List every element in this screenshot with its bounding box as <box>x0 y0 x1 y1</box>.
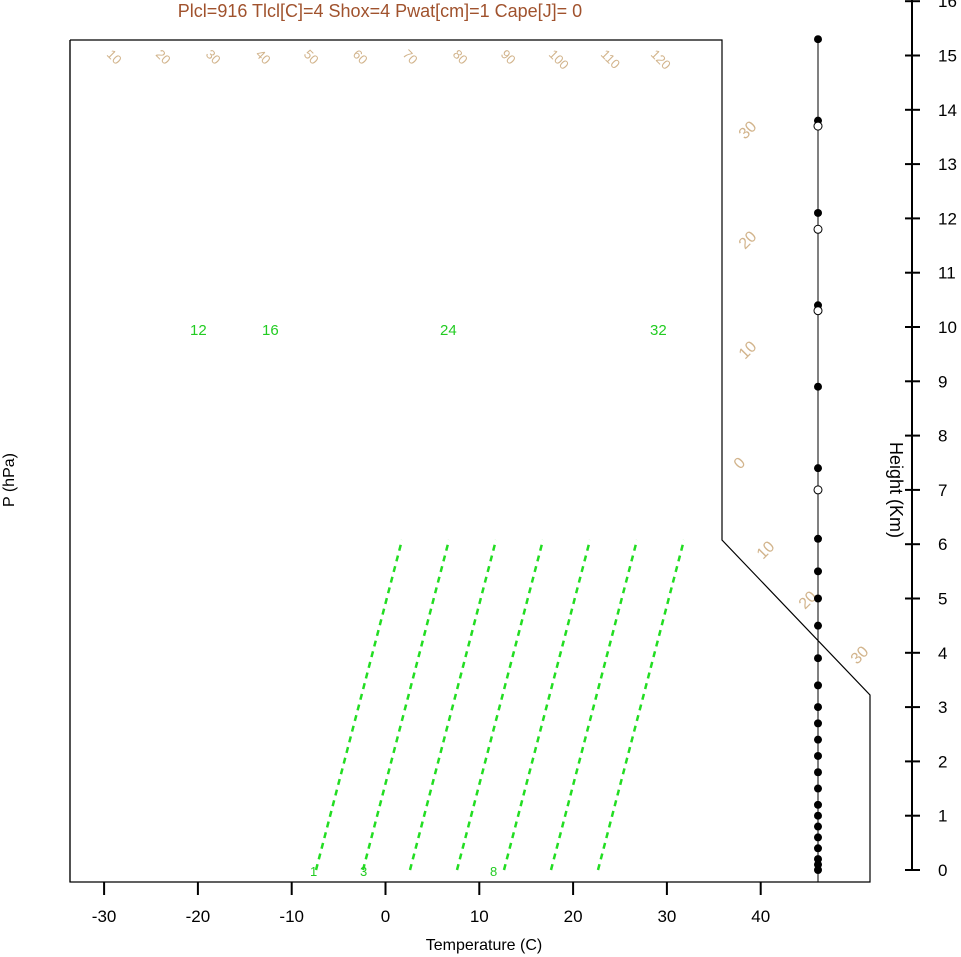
isotherm-label: 90 <box>498 47 519 68</box>
dry-adiabat-label: 10 <box>754 538 779 563</box>
y-axis-title: P (hPa) <box>1 453 18 507</box>
dry-adiabat-label: 20 <box>736 228 761 253</box>
dry-adiabat-label: 30 <box>848 643 873 668</box>
isotherm-label: 40 <box>253 47 274 68</box>
height-axis-title: Height (Km) <box>886 442 906 538</box>
dry-adiabat-label: 10 <box>736 338 761 363</box>
isotherm-label: 50 <box>301 47 322 68</box>
isotherm-label: 10 <box>104 47 125 68</box>
mixing-ratio-label: 1 <box>310 864 317 879</box>
isotherm-label: 20 <box>153 47 174 68</box>
x-tick-label: 40 <box>751 907 770 926</box>
height-dot <box>814 784 822 793</box>
height-tick-label: 5 <box>938 590 947 609</box>
height-tick-label: 12 <box>938 209 957 228</box>
height-tick-label: 15 <box>938 47 957 66</box>
mixing-ratio-line <box>314 539 404 871</box>
height-dot <box>814 751 822 760</box>
height-tick-label: 10 <box>938 318 957 337</box>
height-tick-label: 4 <box>938 644 947 663</box>
mixing-ratio-line <box>502 539 592 871</box>
height-dot <box>814 567 822 576</box>
mixing-ratio-label: 32 <box>650 322 667 339</box>
isotherm-label: 30 <box>203 47 224 68</box>
wind-barbs <box>813 35 823 882</box>
x-axis-title: Temperature (C) <box>426 937 542 954</box>
height-dot <box>814 594 822 603</box>
height-open-dot <box>813 121 823 131</box>
mixing-ratio-line <box>408 539 498 871</box>
height-dot <box>814 855 822 864</box>
x-tick-label: -10 <box>279 907 304 926</box>
height-dot <box>814 719 822 728</box>
grid-labels: 10 20 30 40 50 60 70 80 90 100 110 1203020100102030… <box>104 47 873 879</box>
axes: -30-20-100102030401001502002503004005007… <box>69 40 770 926</box>
height-dot <box>814 382 822 391</box>
x-tick-label: 30 <box>657 907 676 926</box>
height-dot <box>814 654 822 663</box>
height-tick-label: 6 <box>938 535 947 554</box>
x-tick-label: 0 <box>381 907 390 926</box>
height-dot <box>814 35 822 44</box>
mixing-ratio-label: 12 <box>190 322 207 339</box>
height-open-dot <box>813 306 823 316</box>
isotherm-label: 80 <box>450 47 471 68</box>
height-dot <box>814 208 822 217</box>
x-tick-label: -30 <box>92 907 117 926</box>
isotherm-label: 100 <box>546 47 572 73</box>
isotherm-label: 70 <box>400 47 421 68</box>
height-dot <box>814 811 822 820</box>
height-tick-label: 8 <box>938 427 947 446</box>
mixing-ratio-label: 16 <box>262 322 279 339</box>
height-tick-label: 3 <box>938 698 947 717</box>
plot-frame <box>69 39 871 883</box>
height-dot <box>814 833 822 842</box>
dry-adiabat-label: 30 <box>736 118 761 143</box>
height-tick-label: 11 <box>938 264 956 283</box>
height-dot <box>814 822 822 831</box>
height-open-dot <box>813 485 823 495</box>
height-dot <box>814 621 822 630</box>
mixing-ratio-line <box>455 539 545 871</box>
mixing-ratio-label: 3 <box>360 864 367 879</box>
height-dot <box>814 844 822 853</box>
height-open-dot <box>813 224 823 234</box>
mixing-ratio-line <box>596 539 686 871</box>
mixing-ratio-line <box>361 539 451 871</box>
chart-title: Plcl=916 Tlcl[C]=4 Shox=4 Pwat[cm]=1 Cap… <box>178 1 582 21</box>
isotherm-label: 120 <box>648 47 674 73</box>
x-tick-label: -20 <box>186 907 211 926</box>
height-tick-label: 14 <box>938 101 957 120</box>
height-dot <box>814 464 822 473</box>
dry-adiabat-label: 0 <box>731 454 749 472</box>
height-tick-label: 13 <box>938 155 957 174</box>
height-dot <box>814 681 822 690</box>
height-tick-label: 16 <box>938 0 957 11</box>
height-tick-label: 2 <box>938 752 947 771</box>
isotherm-label: 110 <box>598 47 623 72</box>
mixing-ratio-label: 8 <box>490 864 497 879</box>
height-tick-label: 9 <box>938 372 947 391</box>
height-tick-label: 0 <box>938 861 947 880</box>
height-dot <box>814 768 822 777</box>
moist-lines <box>314 539 686 871</box>
height-dot <box>814 800 822 809</box>
height-tick-label: 1 <box>938 807 947 826</box>
mixing-ratio-line <box>549 539 639 871</box>
height-dot <box>814 735 822 744</box>
isotherm-label: 60 <box>350 47 371 68</box>
height-dot <box>814 703 822 712</box>
x-tick-label: 20 <box>564 907 583 926</box>
height-tick-label: 7 <box>938 481 947 500</box>
x-tick-label: 10 <box>470 907 489 926</box>
height-dot <box>814 534 822 543</box>
mixing-ratio-label: 24 <box>440 322 457 339</box>
